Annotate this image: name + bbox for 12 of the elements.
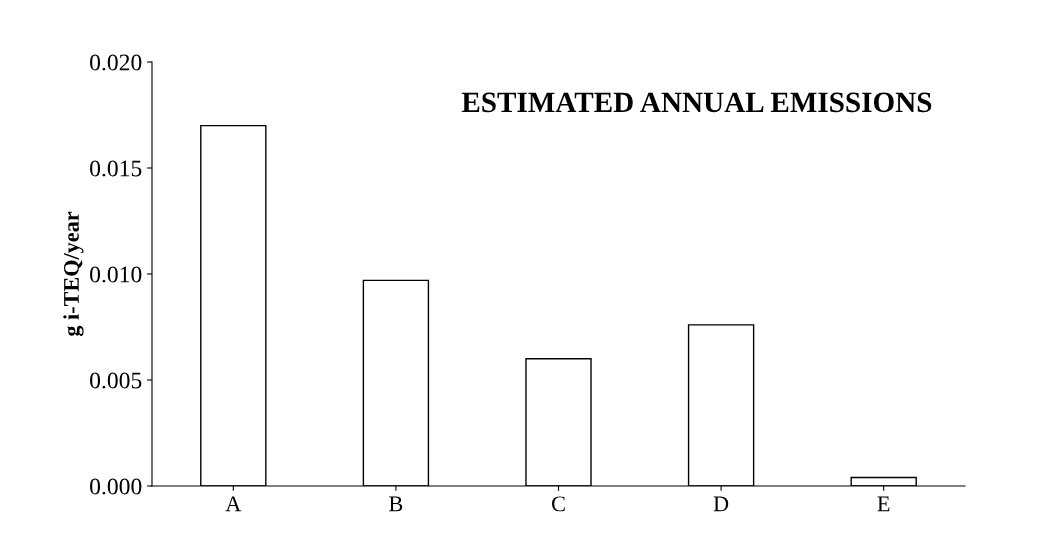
x-tick-label: E — [877, 496, 890, 512]
x-tick-label: B — [389, 496, 403, 512]
y-tick-label: 0.000 — [90, 478, 142, 495]
y-axis-title: g i-TEQ/year — [63, 211, 84, 337]
x-tick-label: C — [552, 496, 565, 512]
y-tick-label: 0.020 — [90, 54, 142, 71]
y-tick-label: 0.010 — [90, 266, 142, 283]
x-tick-label: D — [713, 496, 729, 512]
x-tick-label: A — [225, 496, 242, 512]
y-tick-label: 0.005 — [90, 372, 142, 389]
text: ESTIMATED ANNUAL EMISSIONS — [461, 92, 932, 113]
y-tick-label: 0.015 — [90, 160, 142, 177]
